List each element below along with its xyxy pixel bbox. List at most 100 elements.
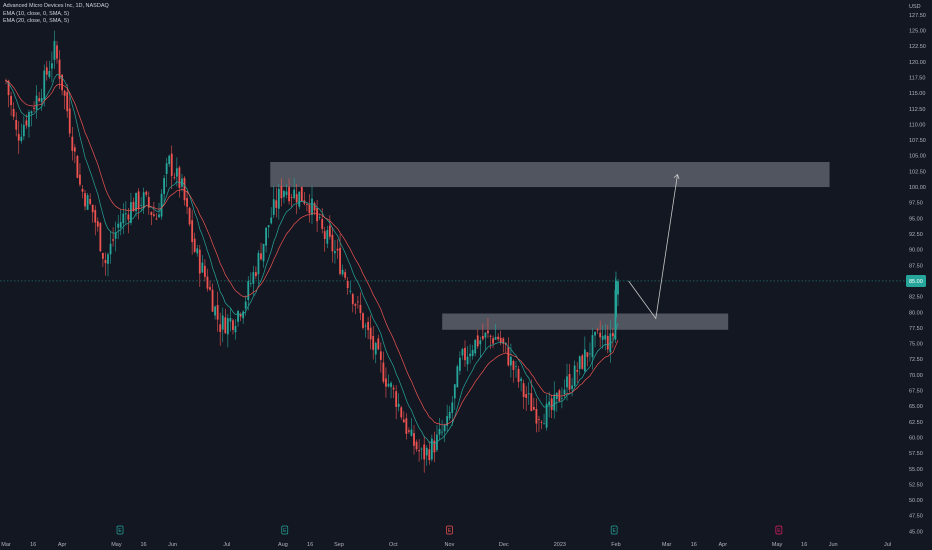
candle-body-149 — [385, 378, 387, 387]
candle-body-87 — [226, 318, 229, 335]
candle-body-0 — [5, 80, 7, 81]
time-axis: Mar 16 Apr May 16 Jun Jul Aug 16 Sep Oct Nov Dec 2023… — [1, 542, 891, 548]
candle-body-5 — [17, 133, 20, 141]
x-tick-label-4: 16 — [140, 542, 146, 548]
candle-body-100 — [260, 253, 262, 260]
candle-body-189 — [487, 330, 489, 334]
candle-body-113 — [293, 189, 296, 199]
current-price-label: 85.00 — [909, 279, 923, 285]
candle-body-152 — [392, 387, 395, 390]
candle-body-108 — [280, 186, 283, 199]
zone-support — [442, 313, 729, 330]
candle-body-31 — [84, 193, 86, 207]
candle-body-135 — [349, 290, 352, 292]
candle-body-163 — [420, 448, 423, 450]
candle-body-85 — [221, 315, 224, 330]
candle-body-111 — [288, 187, 290, 202]
candle-body-168 — [433, 440, 436, 453]
ema-slow-label: EMA (20, close, 0, SMA, 5) — [3, 18, 70, 25]
ema-fast-line — [5, 73, 619, 445]
candle-body-128 — [331, 234, 334, 252]
y-tick-label-1: 47.50 — [909, 514, 923, 520]
candle-body-17 — [48, 71, 51, 78]
candle-body-212 — [545, 403, 548, 428]
candle-body-112 — [290, 197, 293, 198]
candle-body-181 — [466, 356, 469, 365]
projection-layer — [628, 173, 680, 320]
candle-body-8 — [25, 120, 28, 126]
candle-body-96 — [249, 283, 252, 284]
candle-body-216 — [555, 392, 558, 399]
candle-body-198 — [510, 356, 512, 366]
candle-body-23 — [63, 90, 66, 96]
earnings-marker-label-1: E — [283, 528, 287, 534]
zones-layer — [0, 162, 908, 330]
candle-body-62 — [163, 178, 165, 194]
candle-body-125 — [323, 231, 326, 240]
candle-body-35 — [94, 209, 97, 223]
candle-body-174 — [448, 412, 451, 419]
candle-body-218 — [561, 397, 563, 399]
y-tick-label-32: 125.00 — [909, 29, 926, 35]
candle-body-129 — [334, 251, 336, 254]
y-tick-label-20: 95.00 — [909, 216, 923, 222]
y-tick-label-29: 117.50 — [909, 75, 925, 81]
candle-body-44 — [117, 223, 120, 228]
candle-body-132 — [341, 269, 344, 275]
candle-body-154 — [397, 403, 400, 407]
x-tick-label-7: Aug — [278, 542, 288, 548]
candle-body-207 — [532, 407, 535, 410]
candle-body-230 — [591, 335, 594, 358]
y-tick-label-19: 92.50 — [909, 232, 923, 238]
candle-body-45 — [119, 222, 122, 228]
y-tick-label-0: 45.00 — [909, 529, 923, 535]
candle-body-221 — [568, 374, 571, 390]
candle-body-141 — [364, 325, 367, 327]
candle-body-69 — [181, 178, 183, 187]
candle-body-110 — [285, 191, 288, 195]
candle-body-53 — [140, 205, 143, 206]
candle-body-192 — [494, 336, 497, 340]
candle-body-13 — [38, 98, 41, 102]
y-tick-label-26: 110.00 — [909, 122, 925, 128]
y-tick-label-17: 87.50 — [909, 263, 923, 269]
candle-body-209 — [538, 419, 540, 421]
candle-body-155 — [400, 407, 403, 418]
candle-body-145 — [374, 342, 377, 355]
candle-body-38 — [102, 252, 104, 259]
candle-body-57 — [150, 212, 153, 215]
candle-body-56 — [147, 197, 150, 208]
candle-body-166 — [428, 449, 431, 461]
candle-body-205 — [527, 393, 530, 395]
candle-body-231 — [594, 331, 596, 336]
candle-body-143 — [369, 327, 372, 340]
earnings-marker-label-0: E — [118, 528, 122, 534]
candle-body-197 — [507, 346, 510, 366]
price-axis: 45.00 47.50 50.00 52.50 55.00 57.50 60.00 62.50… — [906, 13, 926, 535]
candle-body-61 — [160, 193, 163, 217]
candle-body-4 — [15, 119, 18, 130]
candle-body-235 — [604, 334, 607, 340]
candle-body-107 — [277, 188, 280, 209]
y-tick-label-21: 97.50 — [909, 201, 923, 207]
candle-body-153 — [395, 391, 398, 407]
candle-body-74 — [193, 238, 196, 252]
candle-body-77 — [201, 262, 204, 273]
candle-body-179 — [461, 349, 464, 356]
candle-body-106 — [275, 200, 278, 208]
candle-body-93 — [242, 311, 245, 319]
chart-legend: Advanced Micro Devices Inc, 1D, NASDAQ E… — [3, 3, 109, 26]
current-price-badge — [906, 274, 926, 287]
candle-body-150 — [387, 383, 390, 387]
candle-body-116 — [300, 186, 303, 202]
y-tick-label-27: 112.50 — [909, 107, 925, 113]
candle-body-223 — [573, 365, 576, 386]
candle-body-127 — [328, 225, 331, 237]
y-tick-label-3: 52.50 — [909, 482, 923, 488]
candle-body-137 — [354, 304, 357, 306]
candle-body-6 — [20, 136, 23, 142]
candle-body-191 — [492, 338, 494, 344]
ema-slow-line — [5, 80, 619, 426]
